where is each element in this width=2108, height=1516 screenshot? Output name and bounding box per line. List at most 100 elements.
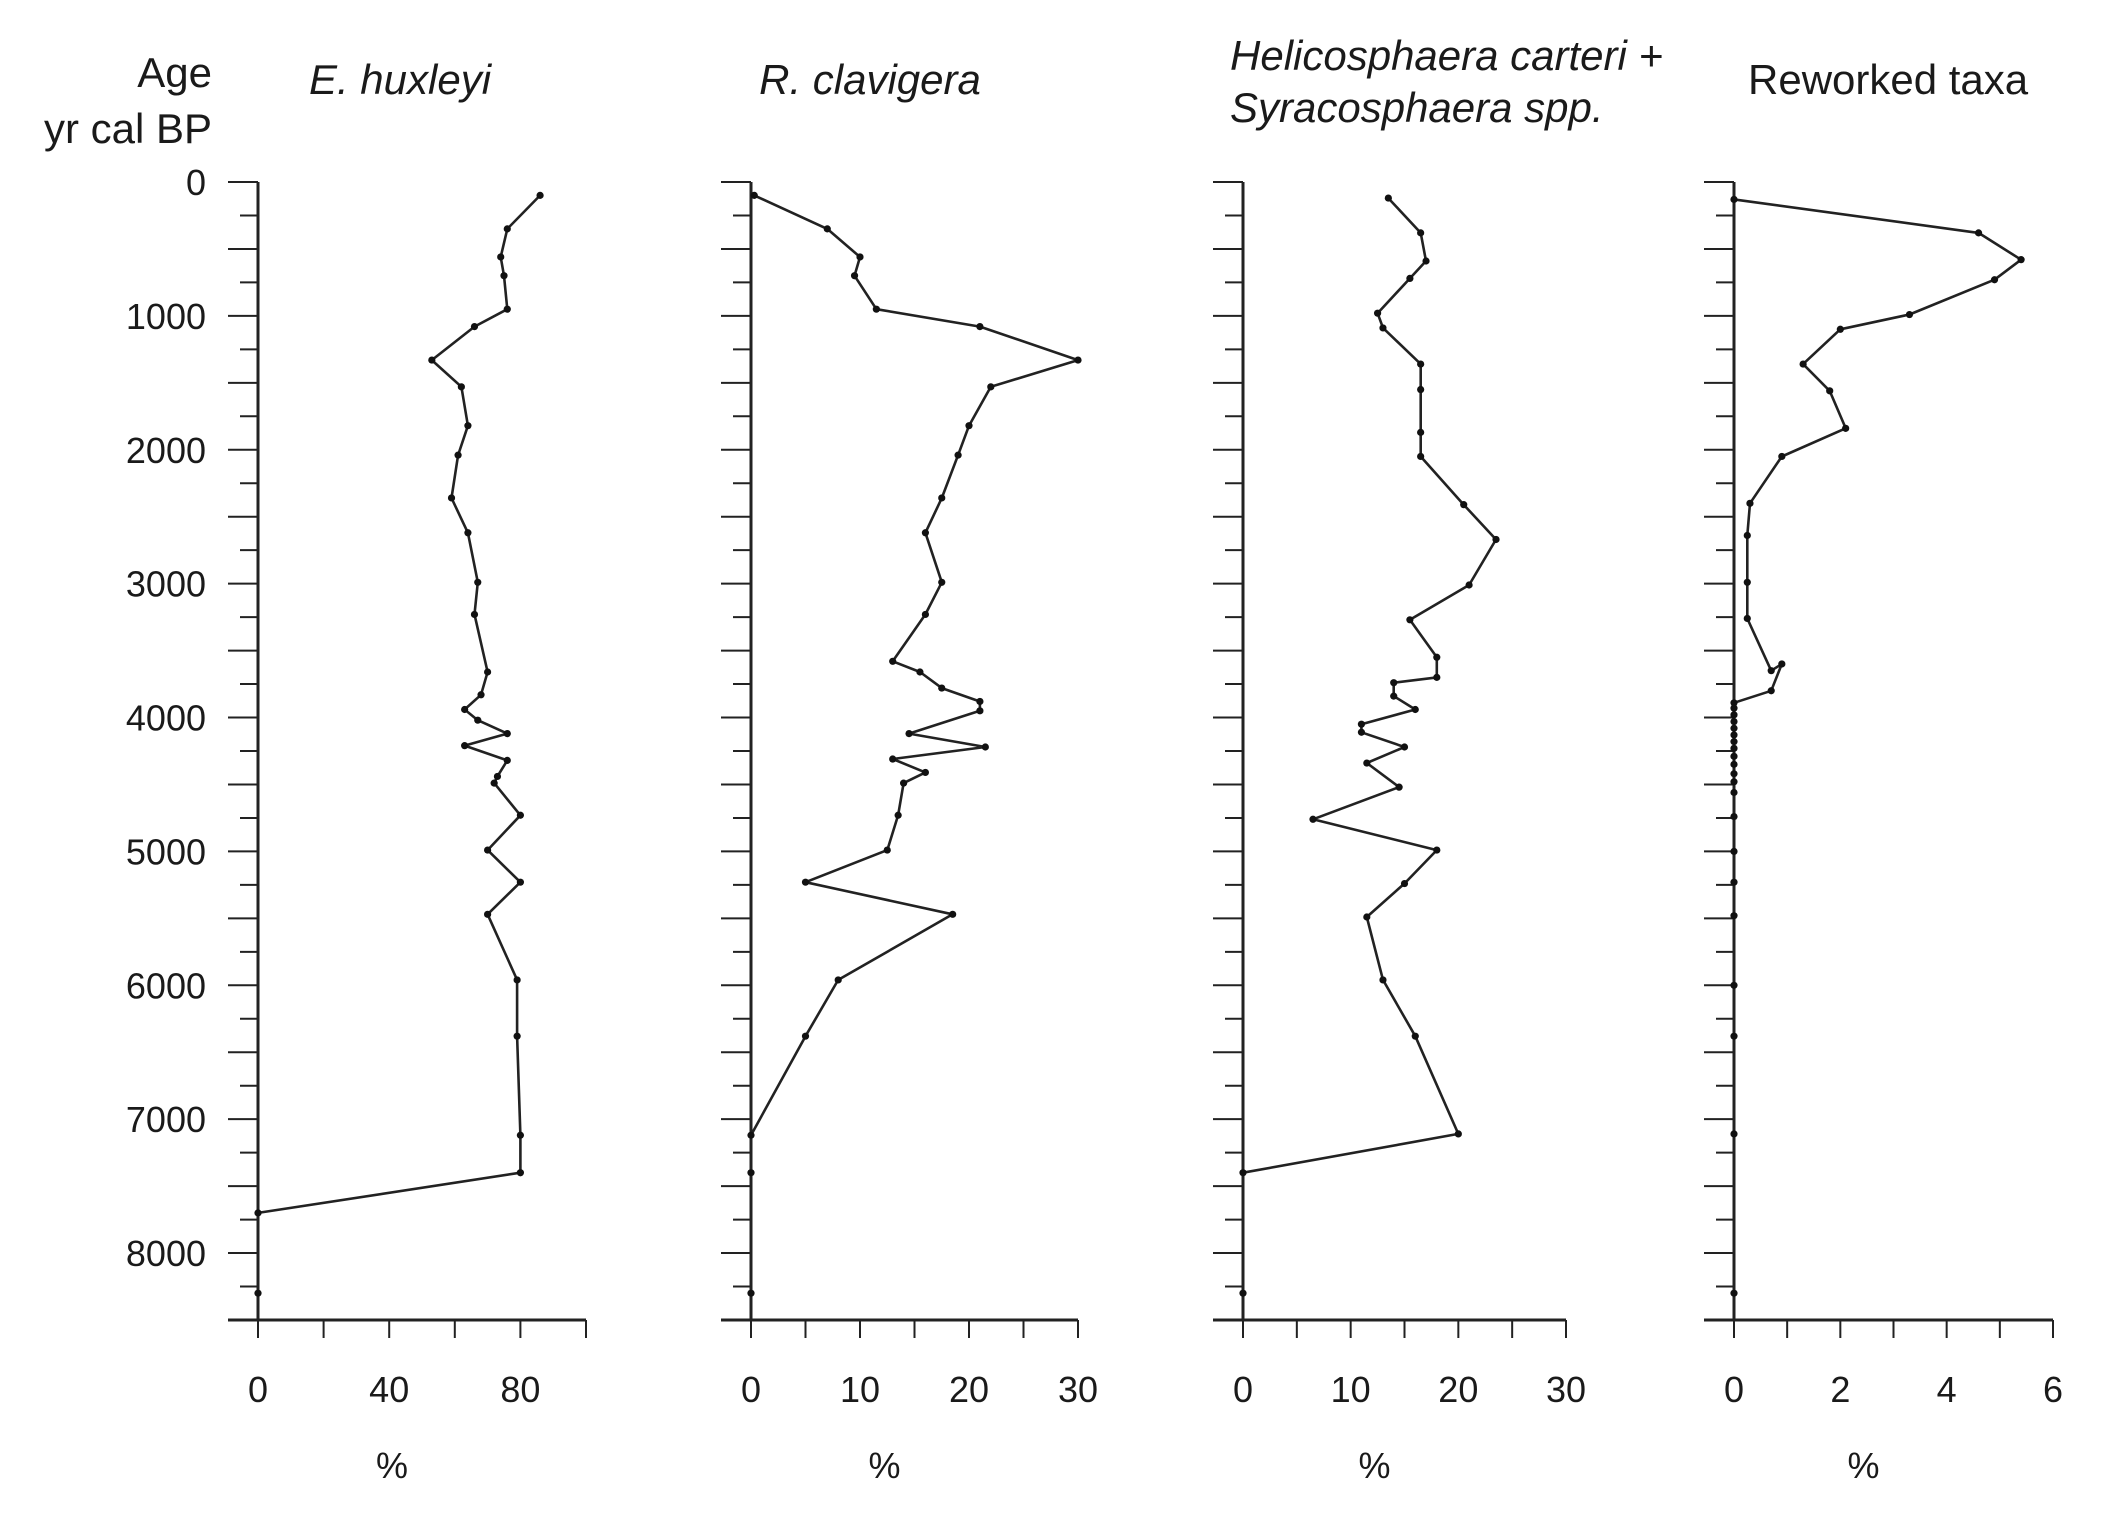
data-point (750, 191, 758, 199)
data-point (965, 422, 973, 430)
data-point (503, 305, 511, 313)
data-point (987, 383, 995, 391)
data-point (484, 668, 492, 676)
data-point (1730, 195, 1738, 204)
x-tick-label: 6 (2043, 1369, 2063, 1410)
data-point (949, 910, 957, 918)
x-tick-label: 4 (1937, 1369, 1957, 1410)
data-point (834, 976, 842, 984)
data-point (503, 756, 511, 764)
data-point (1730, 1289, 1738, 1297)
data-point (1730, 1130, 1738, 1138)
data-point (938, 578, 946, 586)
x-tick-label: 0 (1233, 1369, 1253, 1410)
panel-title: R. clavigera (759, 56, 981, 103)
data-point (1239, 1289, 1247, 1297)
y-tick-label: 2000 (126, 430, 206, 471)
data-point (1826, 387, 1834, 395)
y-tick-label: 5000 (126, 831, 206, 872)
data-point (801, 878, 810, 886)
data-point (1743, 531, 1751, 540)
data-point (1730, 699, 1738, 707)
data-point (1363, 759, 1371, 767)
data-point (477, 691, 485, 699)
data-point (1730, 717, 1738, 726)
x-tick-label: 0 (248, 1369, 268, 1410)
data-point (921, 768, 930, 777)
data-point (503, 729, 511, 738)
x-axis-label: % (1358, 1445, 1390, 1486)
data-point (905, 729, 913, 738)
data-point (1730, 731, 1738, 739)
y-axis-label-line2: yr cal BP (44, 105, 212, 152)
data-point (513, 1032, 521, 1040)
data-point (1400, 743, 1409, 751)
data-point (938, 684, 946, 692)
data-point (1395, 783, 1403, 791)
data-point (976, 697, 984, 706)
data-point (1730, 878, 1738, 886)
data-point (428, 356, 436, 364)
data-point (1390, 692, 1398, 700)
data-point (254, 1209, 262, 1217)
data-point (1730, 738, 1738, 746)
data-point (1730, 760, 1738, 768)
data-point (1384, 194, 1392, 202)
data-point (464, 422, 472, 430)
data-point (938, 494, 946, 502)
panel-4: Reworked taxa 0 2 4 6% (1704, 56, 2063, 1486)
data-point (1417, 360, 1425, 368)
data-point (1454, 1130, 1462, 1138)
data-point (536, 191, 544, 199)
data-point (1730, 981, 1738, 989)
x-tick-label: 80 (500, 1369, 540, 1410)
y-tick-label: 6000 (126, 965, 206, 1006)
data-point (872, 305, 880, 313)
data-point (503, 225, 511, 233)
data-point (454, 451, 462, 459)
series-line (256, 194, 542, 1294)
data-point (1990, 276, 1999, 284)
data-point (1778, 452, 1786, 461)
data-point (1746, 499, 1754, 507)
x-tick-label: 0 (1724, 1369, 1744, 1410)
data-point (1357, 728, 1366, 736)
x-tick-label: 0 (741, 1369, 761, 1410)
data-point (1836, 325, 1844, 333)
data-point (747, 1131, 755, 1139)
data-point (1730, 744, 1738, 752)
x-tick-label: 10 (1331, 1369, 1371, 1410)
data-point (513, 976, 521, 984)
data-point (1417, 428, 1425, 436)
data-point (1730, 813, 1738, 821)
data-point (516, 811, 525, 819)
panel-2: R. clavigera 0 10 20 30% (721, 56, 1098, 1486)
data-point (1460, 501, 1468, 509)
data-point (1730, 1032, 1738, 1040)
x-tick-label: 30 (1546, 1369, 1586, 1410)
data-point (823, 225, 831, 233)
data-point (457, 383, 465, 391)
data-point (1730, 912, 1738, 920)
data-point (2017, 256, 2025, 264)
data-point (1357, 720, 1366, 728)
x-tick-label: 2 (1830, 1369, 1850, 1410)
data-point (516, 1169, 525, 1177)
data-point (1730, 778, 1738, 786)
data-point (1433, 673, 1441, 681)
data-point (1842, 424, 1850, 432)
data-point (1411, 705, 1419, 714)
data-point (1422, 257, 1430, 265)
data-point (921, 529, 930, 537)
data-point (900, 779, 908, 787)
data-point (461, 742, 469, 750)
data-point (1730, 724, 1738, 732)
data-point (1363, 913, 1371, 921)
data-point (1373, 309, 1382, 317)
data-point (1730, 788, 1738, 797)
data-point (1411, 1032, 1419, 1040)
y-axis-label-line1: Age (137, 49, 212, 96)
panel-3: Helicosphaera carteri + Syracosphaera spp… (1213, 32, 1663, 1486)
